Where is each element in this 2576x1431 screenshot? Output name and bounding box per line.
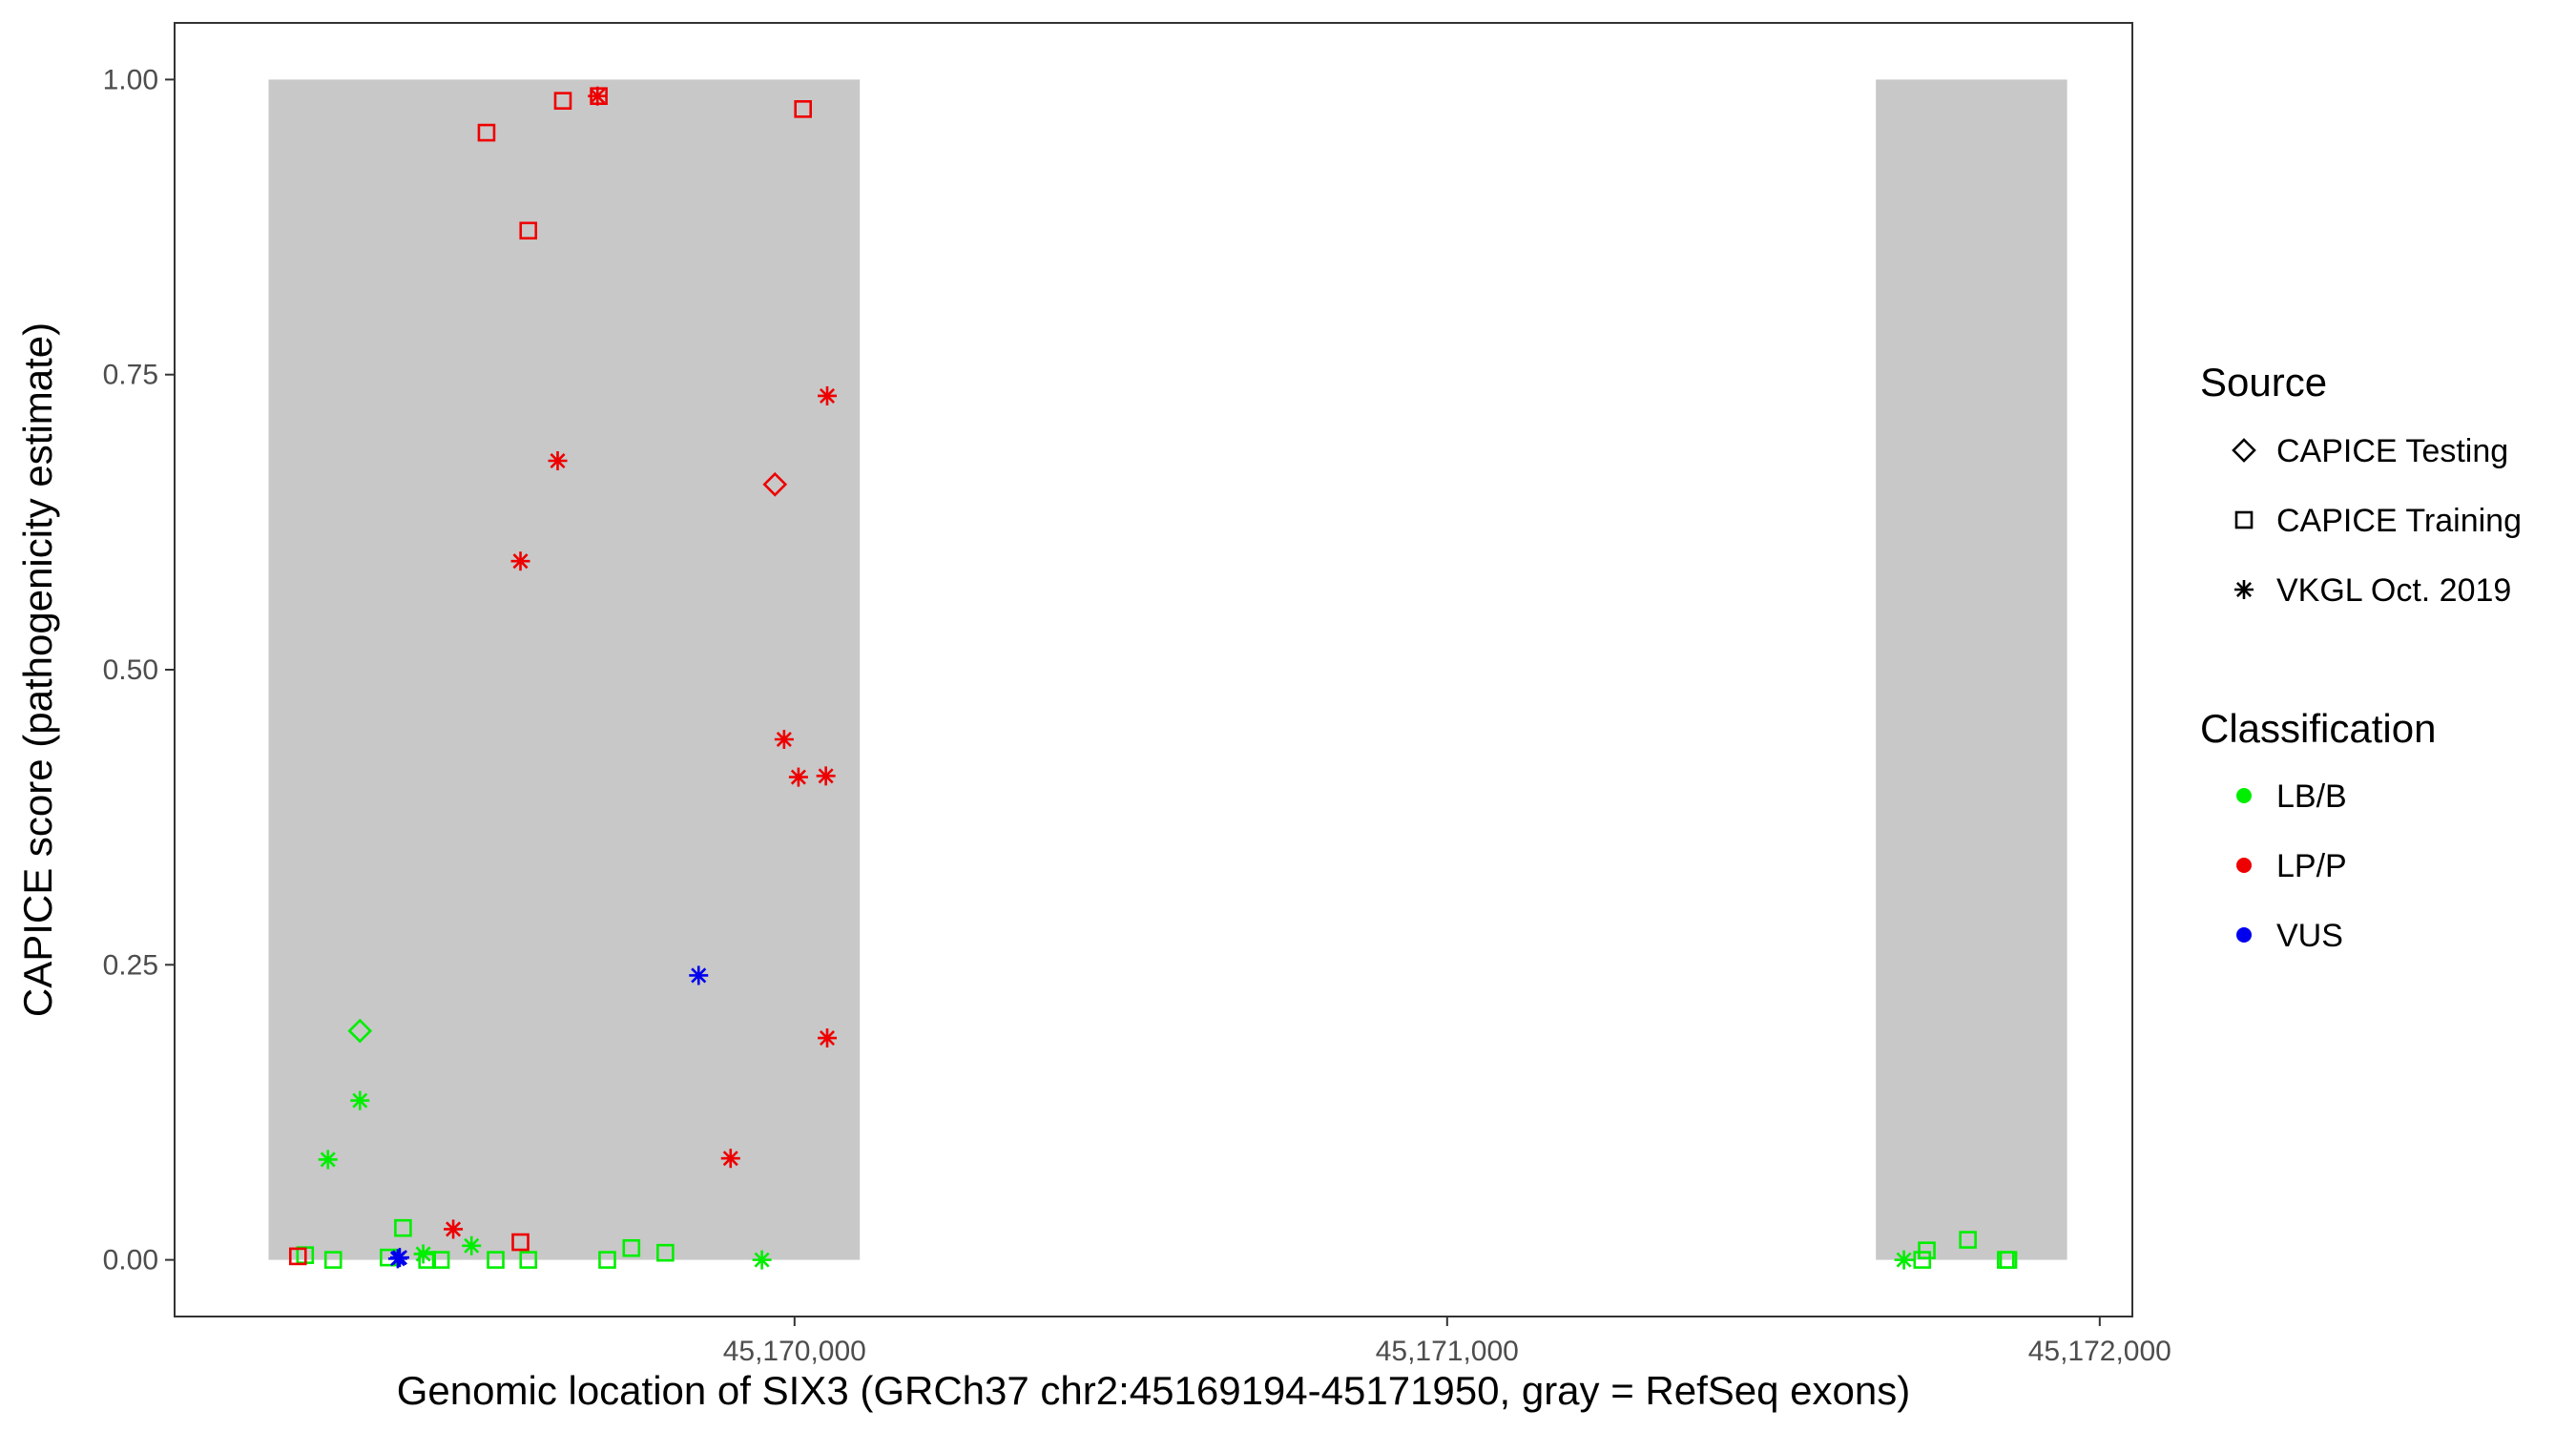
data-point-square-lpp xyxy=(288,1247,307,1266)
x-tick-label: 45,170,000 xyxy=(723,1336,866,1367)
data-points xyxy=(288,86,2018,1270)
y-axis: 0.00 0.25 0.50 0.75 1.00 xyxy=(103,64,175,1276)
data-point-square-lpp xyxy=(511,1233,530,1252)
legend-source-title: Source xyxy=(2200,360,2327,404)
data-point-asterisk-lpp xyxy=(444,1219,464,1239)
exon-regions xyxy=(268,79,2067,1260)
y-axis-title: CAPICE score (pathogenicity estimate) xyxy=(15,322,60,1017)
legend-source-label: CAPICE Testing xyxy=(2276,433,2508,469)
legend-color-key xyxy=(2236,788,2252,803)
data-point-square-lbb xyxy=(1918,1241,1936,1260)
data-point-square-lbb xyxy=(431,1251,450,1269)
data-point-asterisk-lpp xyxy=(720,1149,740,1169)
data-point-asterisk-lbb xyxy=(318,1150,338,1170)
y-tick-label: 0.75 xyxy=(103,360,158,391)
data-point-asterisk-lpp xyxy=(774,729,794,749)
data-point-square-lbb xyxy=(394,1218,412,1237)
legend-color-key xyxy=(2236,858,2252,873)
x-axis: 45,170,000 45,171,000 45,172,000 xyxy=(723,1317,2171,1367)
legend-asterisk-key xyxy=(2234,580,2254,599)
legend: Source Classification CAPICE TestingCAPI… xyxy=(2200,360,2522,954)
legend-color-key xyxy=(2236,927,2252,943)
legend-source-label: CAPICE Training xyxy=(2276,503,2522,539)
data-point-square-lbb xyxy=(1913,1251,1932,1269)
y-tick-label: 1.00 xyxy=(103,64,158,95)
data-point-asterisk-lbb xyxy=(413,1244,433,1264)
data-point-square-lbb xyxy=(622,1238,641,1257)
legend-classification-label: LP/P xyxy=(2276,848,2347,884)
data-point-asterisk-lpp xyxy=(788,767,808,787)
data-point-asterisk-vus xyxy=(689,965,709,985)
data-point-asterisk-lpp xyxy=(816,766,836,786)
data-point-asterisk-lpp xyxy=(510,551,530,571)
data-point-asterisk-lbb xyxy=(1894,1250,1914,1270)
legend-source-items: CAPICE Testing CAPICE Training VKGL Oct. 2… xyxy=(2232,433,2522,609)
legend-classification-label: LB/B xyxy=(2276,778,2347,815)
data-point-asterisk-lbb xyxy=(752,1250,772,1270)
data-point-square-lpp xyxy=(477,123,496,142)
data-point-asterisk-lpp xyxy=(818,385,837,405)
data-point-square-lbb xyxy=(418,1251,437,1269)
data-point-square-lpp xyxy=(553,92,572,110)
data-point-square-lpp xyxy=(519,221,538,240)
data-point-square-lbb xyxy=(1959,1231,1977,1249)
data-point-square-lbb xyxy=(519,1251,538,1269)
y-tick-label: 0.25 xyxy=(103,949,158,981)
data-point-asterisk-lpp xyxy=(588,86,608,106)
legend-classification-label: VUS xyxy=(2276,918,2343,954)
data-point-diamond-lbb xyxy=(347,1018,373,1044)
y-tick-label: 0.50 xyxy=(103,654,158,686)
legend-diamond-key xyxy=(2232,438,2256,463)
data-point-asterisk-lbb xyxy=(350,1090,370,1110)
data-point-square-lbb xyxy=(323,1251,343,1269)
data-point-square-lbb xyxy=(487,1251,505,1269)
exon-rect-1 xyxy=(268,79,861,1260)
x-tick-label: 45,172,000 xyxy=(2028,1336,2171,1367)
y-tick-label: 0.00 xyxy=(103,1245,158,1276)
legend-square-key xyxy=(2234,510,2254,529)
data-point-square-lbb xyxy=(656,1243,675,1262)
exon-rect-2 xyxy=(1876,79,2067,1260)
legend-source-label: VKGL Oct. 2019 xyxy=(2276,572,2511,609)
x-tick-label: 45,171,000 xyxy=(1376,1336,1519,1367)
data-point-square-lbb xyxy=(598,1251,616,1269)
data-point-asterisk-lbb xyxy=(462,1235,482,1255)
data-point-asterisk-vus xyxy=(387,1249,407,1269)
data-point-asterisk-lpp xyxy=(818,1028,837,1048)
legend-classification-title: Classification xyxy=(2200,706,2436,751)
data-point-asterisk-lpp xyxy=(548,451,568,471)
x-axis-title: Genomic location of SIX3 (GRCh37 chr2:45… xyxy=(397,1368,1910,1413)
data-point-square-lbb xyxy=(1999,1251,2018,1269)
data-point-square-lpp xyxy=(794,100,812,118)
data-point-diamond-lpp xyxy=(762,471,788,497)
legend-classification-items: LB/B LP/P VUS xyxy=(2236,778,2347,954)
